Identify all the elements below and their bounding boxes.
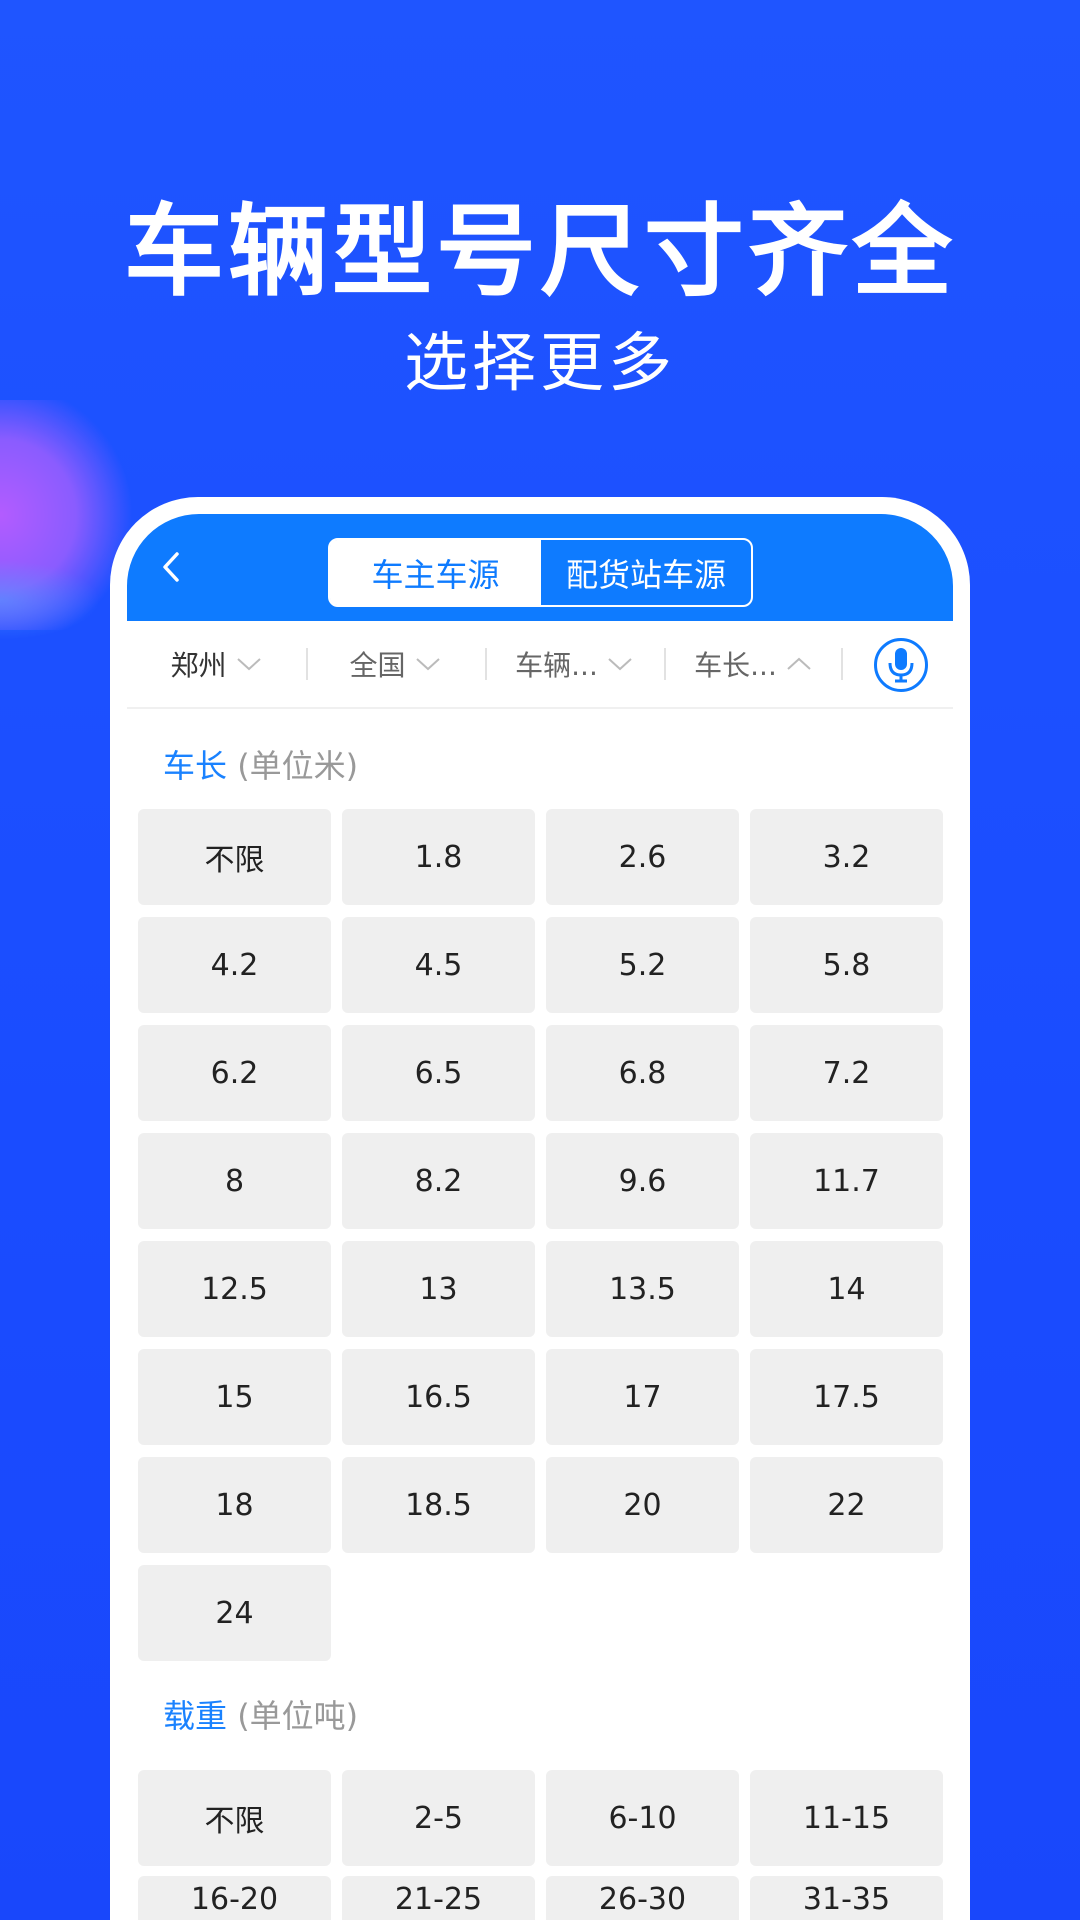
option-chip[interactable]: 5.2 xyxy=(546,917,739,1013)
option-chip[interactable]: 8.2 xyxy=(342,1133,535,1229)
option-chip[interactable]: 14 xyxy=(750,1241,943,1337)
option-chip[interactable]: 5.8 xyxy=(750,917,943,1013)
section-label: 车长 xyxy=(163,747,228,785)
option-chip[interactable]: 3.2 xyxy=(750,809,943,905)
option-chip[interactable]: 13 xyxy=(342,1241,535,1337)
filter-label: 全国 xyxy=(349,649,406,682)
chevron-down-icon xyxy=(236,658,261,671)
option-chip[interactable]: 1.8 xyxy=(342,809,535,905)
option-chip[interactable]: 6-10 xyxy=(546,1770,739,1866)
filter-destination[interactable]: 全国 xyxy=(306,644,485,684)
filter-vehicle-type[interactable]: 车辆... xyxy=(485,644,664,684)
option-chip[interactable]: 24 xyxy=(138,1565,331,1661)
app-header: 车主车源 配货站车源 xyxy=(127,514,953,621)
option-chip[interactable]: 2.6 xyxy=(546,809,739,905)
chevron-down-icon xyxy=(415,658,440,671)
option-chip[interactable]: 9.6 xyxy=(546,1133,739,1229)
option-chip[interactable]: 不限 xyxy=(138,809,331,905)
filter-vehicle-length[interactable]: 车长... xyxy=(664,644,843,684)
filter-origin[interactable]: 郑州 xyxy=(127,644,306,684)
option-chip[interactable]: 7.2 xyxy=(750,1025,943,1121)
option-chip[interactable]: 2-5 xyxy=(342,1770,535,1866)
filter-label: 车长... xyxy=(694,649,777,682)
option-chip[interactable]: 12.5 xyxy=(138,1241,331,1337)
load-options: 不限 2-5 6-10 11-15 16-20 21-25 26-30 31-35 xyxy=(127,1770,953,1920)
option-chip[interactable]: 8 xyxy=(138,1133,331,1229)
chevron-down-icon xyxy=(608,658,632,671)
tab-station-source[interactable]: 配货站车源 xyxy=(565,555,726,594)
filter-bar: 郑州 全国 车辆... 车长... xyxy=(127,621,953,709)
option-chip[interactable]: 不限 xyxy=(138,1770,331,1866)
length-options: 不限 1.8 2.6 3.2 4.2 4.5 5.2 5.8 6.2 6.5 6.8 7.2 8 8.2 9… xyxy=(127,809,953,1661)
voice-search-button[interactable] xyxy=(874,638,928,692)
promo-subtitle: 选择更多 xyxy=(404,327,676,401)
option-chip[interactable]: 18.5 xyxy=(342,1457,535,1553)
filter-label: 车辆... xyxy=(515,649,598,682)
filter-label: 郑州 xyxy=(170,649,227,682)
option-chip[interactable]: 6.2 xyxy=(138,1025,331,1121)
microphone-icon xyxy=(888,648,914,683)
option-chip[interactable]: 6.5 xyxy=(342,1025,535,1121)
option-chip[interactable]: 20 xyxy=(546,1457,739,1553)
option-chip[interactable]: 4.2 xyxy=(138,917,331,1013)
promo-title: 车辆型号尺寸齐全 xyxy=(124,193,956,310)
section-unit: (单位吨) xyxy=(237,1697,359,1735)
tab-owner-source[interactable]: 车主车源 xyxy=(330,540,541,605)
option-chip[interactable]: 4.5 xyxy=(342,917,535,1013)
option-chip[interactable]: 21-25 xyxy=(342,1876,535,1920)
chevron-up-icon xyxy=(787,657,811,670)
option-chip[interactable]: 17.5 xyxy=(750,1349,943,1445)
app-screen: 车主车源 配货站车源 郑州 全国 车辆... 车长... 车长 (单位米) 不限… xyxy=(127,514,953,1920)
option-chip[interactable]: 26-30 xyxy=(546,1876,739,1920)
option-chip[interactable]: 11.7 xyxy=(750,1133,943,1229)
option-chip[interactable]: 15 xyxy=(138,1349,331,1445)
option-chip[interactable]: 22 xyxy=(750,1457,943,1553)
option-chip[interactable]: 31-35 xyxy=(750,1876,943,1920)
section-label: 载重 xyxy=(163,1697,228,1735)
option-chip[interactable]: 16.5 xyxy=(342,1349,535,1445)
option-chip[interactable]: 11-15 xyxy=(750,1770,943,1866)
option-chip[interactable]: 13.5 xyxy=(546,1241,739,1337)
option-chip[interactable]: 17 xyxy=(546,1349,739,1445)
section-unit: (单位米) xyxy=(237,747,359,785)
option-chip[interactable]: 6.8 xyxy=(546,1025,739,1121)
decorative-blob xyxy=(0,560,100,640)
section-title-length: 车长 (单位米) xyxy=(127,709,953,809)
section-title-load: 载重 (单位吨) xyxy=(127,1661,953,1770)
phone-frame: 车主车源 配货站车源 郑州 全国 车辆... 车长... 车长 (单位米) 不限… xyxy=(110,497,970,1920)
back-icon[interactable] xyxy=(157,552,187,582)
source-tabs: 车主车源 配货站车源 xyxy=(328,538,753,607)
option-chip[interactable]: 16-20 xyxy=(138,1876,331,1920)
option-chip[interactable]: 18 xyxy=(138,1457,331,1553)
